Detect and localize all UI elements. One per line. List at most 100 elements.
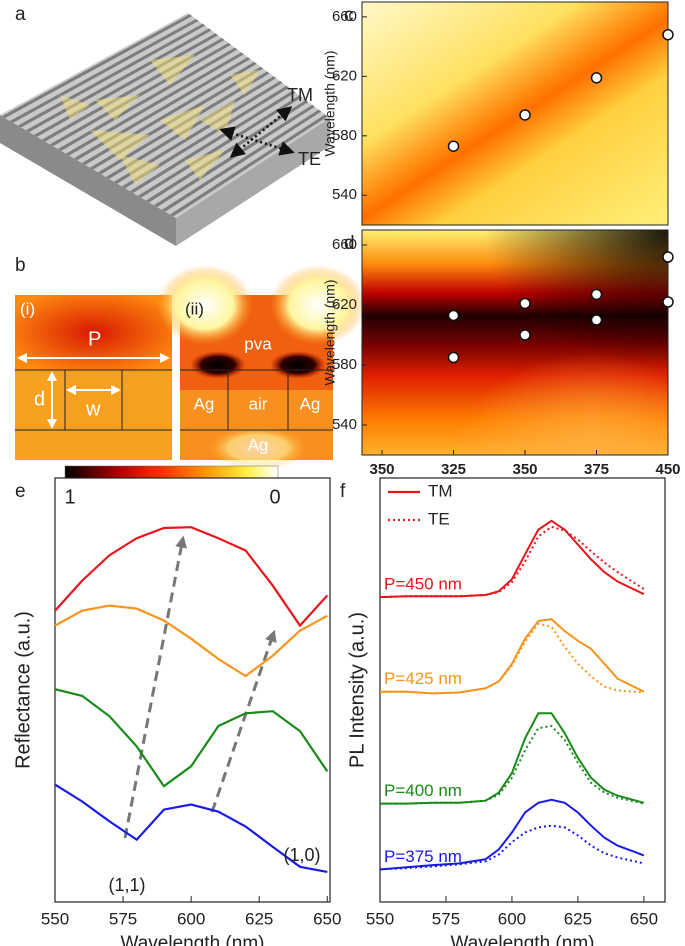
heatmap xyxy=(362,2,668,225)
y-axis-label: PL Intensity (a.u.) xyxy=(346,612,368,768)
field-hotspot xyxy=(270,265,366,345)
panel-label: b xyxy=(15,255,26,276)
x-tick-label: 450 xyxy=(655,461,680,478)
te-label: TE xyxy=(298,149,321,169)
data-point xyxy=(662,251,674,263)
data-point xyxy=(662,28,674,41)
y-tick-label: 620 xyxy=(332,67,357,84)
data-point xyxy=(447,140,460,152)
structure-outline xyxy=(180,369,333,431)
field-hotspot xyxy=(190,351,246,379)
heatmap xyxy=(362,230,668,455)
y-axis-label: Reflectance (a.u.) xyxy=(12,611,34,769)
data-point xyxy=(447,351,460,364)
y-tick-label: 660 xyxy=(332,236,357,253)
nanoplate xyxy=(90,130,150,160)
line xyxy=(380,724,645,805)
x-tick-label: 575 xyxy=(109,909,137,928)
trend-arrow xyxy=(123,535,188,839)
x-tick-label: 350 xyxy=(370,461,395,478)
groove xyxy=(50,42,231,147)
annotation: (1,1) xyxy=(108,875,145,895)
field-hotspot xyxy=(208,426,308,470)
groove xyxy=(2,14,193,119)
tm-label: TM xyxy=(287,85,313,105)
material-label: Ag xyxy=(194,394,215,413)
grating-illustration xyxy=(0,13,330,246)
plot-frame xyxy=(379,477,666,903)
data-point xyxy=(590,288,603,301)
x-tick-label: 550 xyxy=(366,909,394,928)
y-tick-label: 540 xyxy=(332,416,357,433)
material-label: Ag xyxy=(300,394,321,413)
y-axis-label: Wavelength (nm) xyxy=(322,50,338,156)
groove xyxy=(58,47,238,151)
series-label: P=450 nm xyxy=(384,575,462,594)
x-tick-label: 600 xyxy=(177,909,205,928)
map-tag: (ii) xyxy=(185,299,204,318)
series-label: P=400 nm xyxy=(384,781,462,800)
field-hotspot xyxy=(157,265,253,345)
plot-frame xyxy=(361,1,669,226)
x-tick-label: 625 xyxy=(245,909,273,928)
nanoplate xyxy=(160,105,205,140)
nanoplate xyxy=(95,95,140,120)
line xyxy=(379,824,645,871)
plot-frame xyxy=(361,229,669,456)
material-label: Ag xyxy=(248,435,269,454)
colorbar xyxy=(64,465,279,479)
data-point xyxy=(590,72,603,84)
series-label: P=425 nm xyxy=(384,669,462,688)
y-tick-label: 660 xyxy=(332,8,357,25)
legend-label: TE xyxy=(428,509,450,528)
x-tick-label: 375 xyxy=(584,461,609,478)
line xyxy=(379,798,645,871)
nanoplate xyxy=(120,155,160,185)
nanoplate xyxy=(185,150,225,180)
x-tick-label: 325 xyxy=(441,461,466,478)
nanoplate xyxy=(200,100,235,135)
material-label: pva xyxy=(244,334,272,353)
width-label: w xyxy=(85,398,101,420)
x-tick-label: 650 xyxy=(630,909,658,928)
y-tick-label: 540 xyxy=(332,186,357,203)
x-tick-label: 600 xyxy=(498,909,526,928)
material-label: air xyxy=(249,394,268,413)
groove xyxy=(10,18,199,123)
panel-label: e xyxy=(15,481,26,502)
line xyxy=(54,604,328,678)
x-tick-label: 350 xyxy=(512,461,537,478)
data-point xyxy=(519,109,531,121)
line xyxy=(380,622,644,695)
x-tick-label: 550 xyxy=(41,909,69,928)
map-tag: (i) xyxy=(20,299,35,318)
x-axis-label: Wavelength (nm) xyxy=(451,933,595,946)
side-face xyxy=(0,115,176,246)
nanoplate xyxy=(60,95,90,120)
panel-label: a xyxy=(15,4,26,25)
y-tick-label: 580 xyxy=(332,127,357,144)
nanoplate xyxy=(150,55,195,85)
colorbar-label: 1 xyxy=(64,486,75,508)
data-point xyxy=(447,309,460,322)
plot-frame xyxy=(54,477,331,903)
y-tick-label: 580 xyxy=(332,356,357,373)
annotation: (1,0) xyxy=(283,845,320,865)
structure-outline xyxy=(15,369,172,431)
period-label: P xyxy=(88,328,101,350)
data-point xyxy=(590,314,603,326)
data-point xyxy=(662,296,674,308)
legend-label: TM xyxy=(428,481,453,500)
x-tick-label: 625 xyxy=(564,909,592,928)
line xyxy=(379,525,645,599)
y-tick-label: 620 xyxy=(332,296,357,313)
panel-label: f xyxy=(340,481,346,502)
series-label: P=375 nm xyxy=(384,847,462,866)
x-tick-label: 650 xyxy=(313,909,341,928)
groove xyxy=(66,52,244,156)
line xyxy=(54,526,329,628)
line xyxy=(54,688,329,788)
x-tick-label: 575 xyxy=(432,909,460,928)
depth-label: d xyxy=(34,388,45,410)
